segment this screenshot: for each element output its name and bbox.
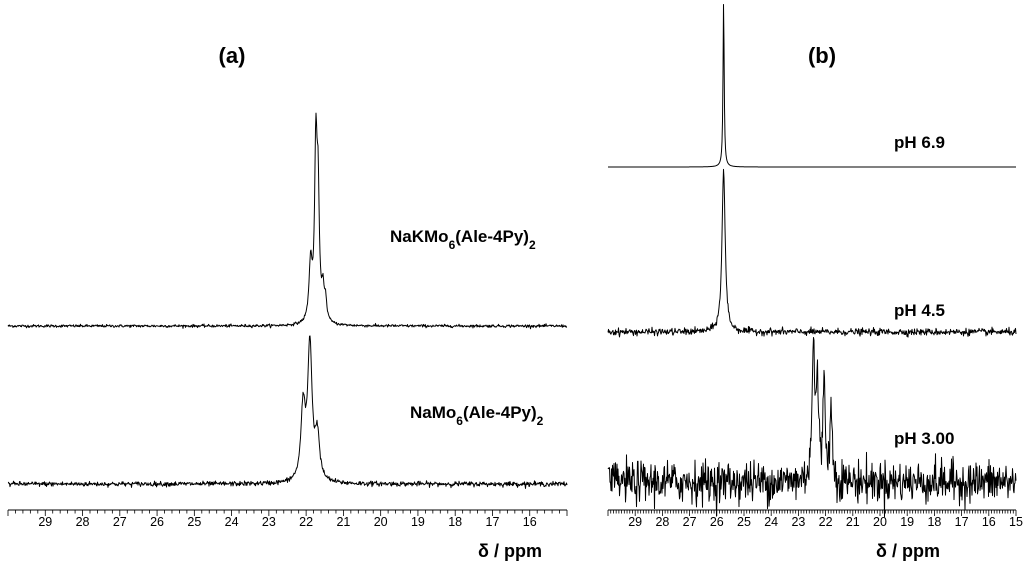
x-tick-label: 24 bbox=[225, 515, 239, 529]
x-tick-label: 28 bbox=[655, 515, 669, 529]
x-ticks-b bbox=[607, 510, 1017, 516]
x-tick-label: 25 bbox=[737, 515, 751, 529]
x-tick-label: 20 bbox=[873, 515, 887, 529]
x-tick-label: 15 bbox=[1009, 515, 1023, 529]
x-axis-title-a: δ / ppm bbox=[478, 541, 542, 561]
series-label-b-ph300: pH 3.00 bbox=[894, 429, 954, 448]
spectrum-trace-b-ph45 bbox=[607, 168, 1017, 338]
x-tick-label: 21 bbox=[846, 515, 860, 529]
spectrum-trace-b-ph300 bbox=[607, 336, 1017, 518]
x-axis-title-b: δ / ppm bbox=[876, 541, 940, 561]
panel-a-label: (a) bbox=[219, 43, 246, 68]
x-tick-label: 21 bbox=[336, 515, 350, 529]
x-ticks-a bbox=[7, 510, 568, 516]
series-label-a-namo: NaMo6(Ale-4Py)2 bbox=[410, 403, 544, 428]
x-tick-label: 16 bbox=[982, 515, 996, 529]
panel-a: (a) NaKMo6(Ale-4Py)2 NaMo6(Ale-4Py)2 29 2… bbox=[7, 43, 568, 561]
spectrum-trace-b-ph69 bbox=[608, 4, 1016, 168]
x-tick-label: 26 bbox=[150, 515, 164, 529]
x-tick-label: 26 bbox=[710, 515, 724, 529]
x-tick-label: 23 bbox=[791, 515, 805, 529]
x-tick-label: 29 bbox=[38, 515, 52, 529]
x-tick-label: 27 bbox=[113, 515, 127, 529]
x-tick-label: 18 bbox=[448, 515, 462, 529]
x-tick-label: 19 bbox=[900, 515, 914, 529]
x-tick-label: 16 bbox=[523, 515, 537, 529]
x-tick-label: 17 bbox=[955, 515, 969, 529]
x-tick-label: 24 bbox=[764, 515, 778, 529]
x-tick-label: 17 bbox=[486, 515, 500, 529]
series-label-b-ph45: pH 4.5 bbox=[894, 301, 945, 320]
x-tick-labels-b: 29 28 27 26 25 24 23 22 21 20 19 18 17 16 15 bbox=[628, 515, 1023, 529]
x-tick-label: 28 bbox=[76, 515, 90, 529]
x-tick-label: 29 bbox=[628, 515, 642, 529]
x-tick-labels-a: 29 28 27 26 25 24 23 22 21 20 19 18 17 16 bbox=[38, 515, 536, 529]
series-label-b-ph69: pH 6.9 bbox=[894, 133, 945, 152]
panel-b-label: (b) bbox=[808, 43, 836, 68]
x-tick-label: 27 bbox=[683, 515, 697, 529]
x-tick-label: 19 bbox=[411, 515, 425, 529]
x-tick-label: 22 bbox=[299, 515, 313, 529]
x-tick-label: 20 bbox=[374, 515, 388, 529]
spectrum-trace-a-namo bbox=[7, 335, 568, 489]
x-tick-label: 18 bbox=[927, 515, 941, 529]
x-tick-label: 23 bbox=[262, 515, 276, 529]
series-label-a-nakmo: NaKMo6(Ale-4Py)2 bbox=[390, 227, 536, 252]
x-tick-label: 25 bbox=[187, 515, 201, 529]
spectrum-trace-a-nakmo bbox=[7, 112, 568, 330]
x-tick-label: 22 bbox=[819, 515, 833, 529]
panel-b: (b) pH 6.9 pH 4.5 pH 3.00 29 28 27 26 25 24 23… bbox=[607, 4, 1023, 561]
